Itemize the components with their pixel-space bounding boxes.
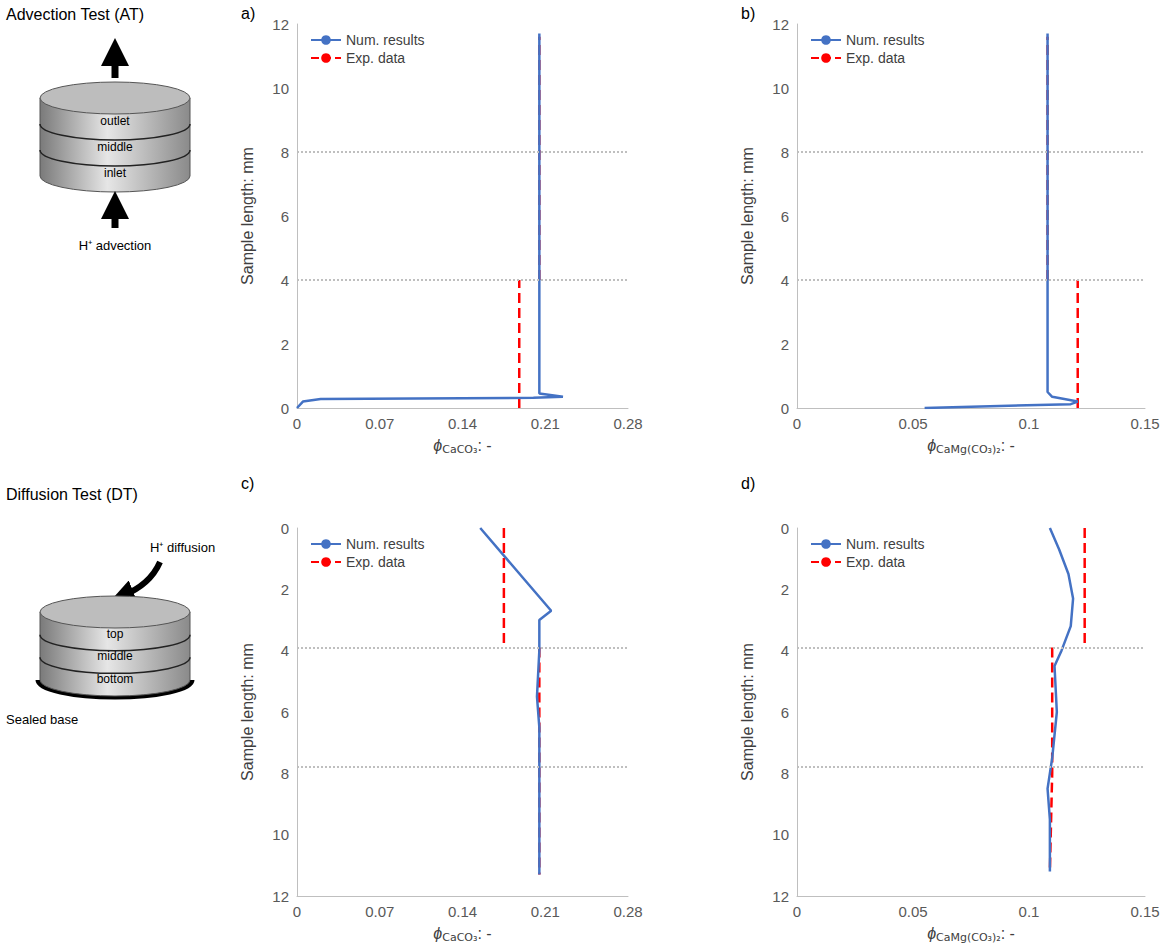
- svg-text:0: 0: [281, 400, 289, 417]
- svg-text:0: 0: [781, 400, 789, 417]
- svg-text:6: 6: [781, 704, 789, 721]
- svg-text:Num. results: Num. results: [846, 536, 925, 552]
- svg-text:0.14: 0.14: [448, 903, 477, 920]
- svg-text:top: top: [107, 627, 124, 641]
- svg-text:6: 6: [281, 208, 289, 225]
- svg-text:4: 4: [781, 642, 789, 659]
- svg-text:8: 8: [281, 765, 289, 782]
- svg-text:Exp. data: Exp. data: [346, 50, 405, 66]
- svg-text:0.28: 0.28: [613, 903, 642, 920]
- svg-text:0: 0: [293, 415, 301, 432]
- svg-text:ϕ: ϕ: [433, 437, 442, 454]
- svg-text:Num. results: Num. results: [346, 536, 425, 552]
- svg-text:Exp. data: Exp. data: [346, 554, 405, 570]
- svg-text:12: 12: [772, 16, 789, 33]
- svg-text:Num. results: Num. results: [346, 32, 425, 48]
- svg-text:10: 10: [772, 80, 789, 97]
- svg-text:ϕ: ϕ: [927, 437, 936, 454]
- svg-text:6: 6: [781, 208, 789, 225]
- svg-text:ϕ: ϕ: [927, 925, 936, 942]
- svg-text:0.05: 0.05: [898, 903, 927, 920]
- svg-text:0.1: 0.1: [1019, 903, 1040, 920]
- svg-text:0: 0: [793, 415, 801, 432]
- svg-text:outlet: outlet: [100, 114, 130, 128]
- svg-text:0.05: 0.05: [898, 415, 927, 432]
- svg-text:Sample length: mm: Sample length: mm: [239, 147, 256, 285]
- svg-text:0.21: 0.21: [531, 415, 560, 432]
- svg-text:a): a): [241, 5, 255, 22]
- svg-text:Advection Test (AT): Advection Test (AT): [6, 6, 144, 23]
- svg-text:0.28: 0.28: [613, 415, 642, 432]
- svg-text:12: 12: [272, 16, 289, 33]
- svg-text:0: 0: [781, 520, 789, 537]
- svg-text:CaCO₃: CaCO₃: [442, 931, 477, 944]
- svg-text:c): c): [241, 475, 254, 492]
- svg-text:2: 2: [781, 581, 789, 598]
- svg-text:10: 10: [772, 826, 789, 843]
- svg-text:H⁺ diffusion: H⁺ diffusion: [150, 540, 215, 555]
- svg-text:8: 8: [281, 144, 289, 161]
- svg-text:middle: middle: [97, 649, 133, 663]
- svg-text:inlet: inlet: [104, 166, 127, 180]
- svg-text:4: 4: [781, 272, 789, 289]
- svg-text:8: 8: [781, 144, 789, 161]
- svg-text:6: 6: [281, 704, 289, 721]
- svg-text:0: 0: [793, 903, 801, 920]
- svg-text:: -: : -: [1001, 925, 1015, 942]
- svg-text:0.21: 0.21: [531, 903, 560, 920]
- svg-text:H⁺ advection: H⁺ advection: [79, 238, 152, 253]
- svg-text:12: 12: [772, 888, 789, 905]
- svg-text:0.15: 0.15: [1130, 415, 1159, 432]
- svg-text:Sealed base: Sealed base: [6, 712, 78, 727]
- svg-text:d): d): [741, 475, 755, 492]
- svg-text:12: 12: [272, 888, 289, 905]
- svg-text:0.1: 0.1: [1019, 415, 1040, 432]
- svg-text:Sample length: mm: Sample length: mm: [739, 147, 756, 285]
- svg-text:4: 4: [281, 642, 289, 659]
- svg-text:0.15: 0.15: [1130, 903, 1159, 920]
- svg-text:: -: : -: [1001, 437, 1015, 454]
- svg-text:10: 10: [272, 80, 289, 97]
- svg-text:Num. results: Num. results: [846, 32, 925, 48]
- svg-text:0: 0: [281, 520, 289, 537]
- svg-text:2: 2: [281, 581, 289, 598]
- svg-text:CaMg(CO₃)₂: CaMg(CO₃)₂: [936, 931, 1001, 944]
- svg-text:2: 2: [281, 336, 289, 353]
- svg-text:0.07: 0.07: [365, 903, 394, 920]
- svg-text:4: 4: [281, 272, 289, 289]
- svg-text:b): b): [741, 5, 755, 22]
- svg-text:CaMg(CO₃)₂: CaMg(CO₃)₂: [936, 443, 1001, 456]
- svg-text:0.07: 0.07: [365, 415, 394, 432]
- svg-text:0.14: 0.14: [448, 415, 477, 432]
- svg-text:middle: middle: [97, 140, 133, 154]
- svg-text:Sample length: mm: Sample length: mm: [739, 643, 756, 781]
- svg-text:2: 2: [781, 336, 789, 353]
- svg-text:0: 0: [293, 903, 301, 920]
- svg-text:10: 10: [272, 826, 289, 843]
- svg-text:Diffusion Test (DT): Diffusion Test (DT): [6, 486, 138, 503]
- svg-text:: -: : -: [477, 925, 491, 942]
- svg-text:ϕ: ϕ: [433, 925, 442, 942]
- svg-text:Exp. data: Exp. data: [846, 50, 905, 66]
- svg-text:Exp. data: Exp. data: [846, 554, 905, 570]
- svg-text:: -: : -: [477, 437, 491, 454]
- svg-text:bottom: bottom: [97, 672, 134, 686]
- svg-text:CaCO₃: CaCO₃: [442, 443, 477, 456]
- svg-text:8: 8: [781, 765, 789, 782]
- svg-text:Sample length: mm: Sample length: mm: [239, 643, 256, 781]
